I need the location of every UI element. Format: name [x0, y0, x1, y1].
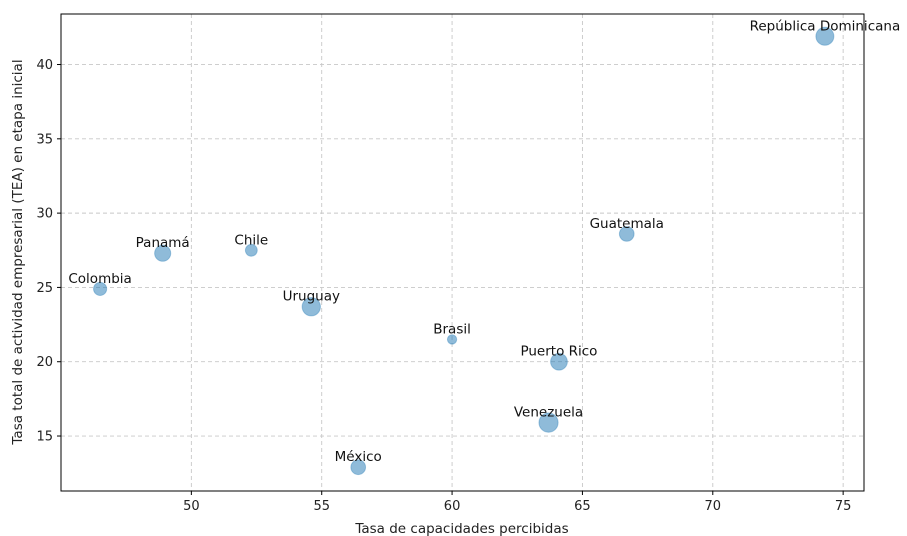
x-tick-label: 50 — [183, 499, 200, 514]
data-point-label: Colombia — [68, 271, 131, 287]
grid-layer — [61, 14, 864, 491]
data-point-label: Chile — [234, 232, 268, 248]
y-tick-label: 35 — [36, 132, 53, 147]
y-tick-label: 30 — [36, 207, 53, 222]
data-point — [446, 334, 458, 345]
data-point — [550, 352, 568, 371]
ticks-layer: 50 55 60 65 70 75 15 20 25 30 35 40 — [36, 58, 851, 514]
data-point-label: Uruguay — [283, 289, 340, 305]
data-point — [301, 297, 321, 317]
y-tick-label: 40 — [36, 58, 53, 73]
data-point — [618, 226, 635, 242]
data-point-label: Panamá — [136, 235, 190, 251]
data-point — [350, 459, 367, 476]
data-point-label: República Dominicana — [750, 18, 901, 34]
plot-frame — [60, 13, 865, 492]
x-tick-label: 65 — [574, 499, 591, 514]
y-tick-label: 20 — [36, 355, 53, 370]
data-point-label: México — [335, 449, 382, 465]
data-point-label: Puerto Rico — [520, 344, 597, 360]
data-point — [244, 243, 258, 257]
data-point — [538, 412, 559, 433]
data-point-label: Venezuela — [514, 405, 583, 421]
x-axis-title: Tasa de capacidades percibidas — [354, 521, 568, 536]
x-tick-label: 70 — [705, 499, 722, 514]
y-tick-label: 25 — [36, 281, 53, 296]
data-point-label: Guatemala — [590, 216, 664, 232]
x-tick-label: 55 — [313, 499, 330, 514]
x-tick-label: 60 — [444, 499, 461, 514]
point-labels-layer: República Dominicana Guatemala Panamá Chile… — [68, 18, 900, 465]
y-tick-label: 15 — [36, 430, 53, 445]
data-point — [93, 281, 108, 296]
points-layer — [93, 26, 835, 476]
y-axis-title: Tasa total de actividad empresarial (TEA… — [10, 59, 26, 445]
data-point — [154, 244, 172, 262]
x-tick-label: 75 — [835, 499, 852, 514]
data-point — [815, 26, 835, 46]
data-point-label: Brasil — [433, 321, 471, 337]
